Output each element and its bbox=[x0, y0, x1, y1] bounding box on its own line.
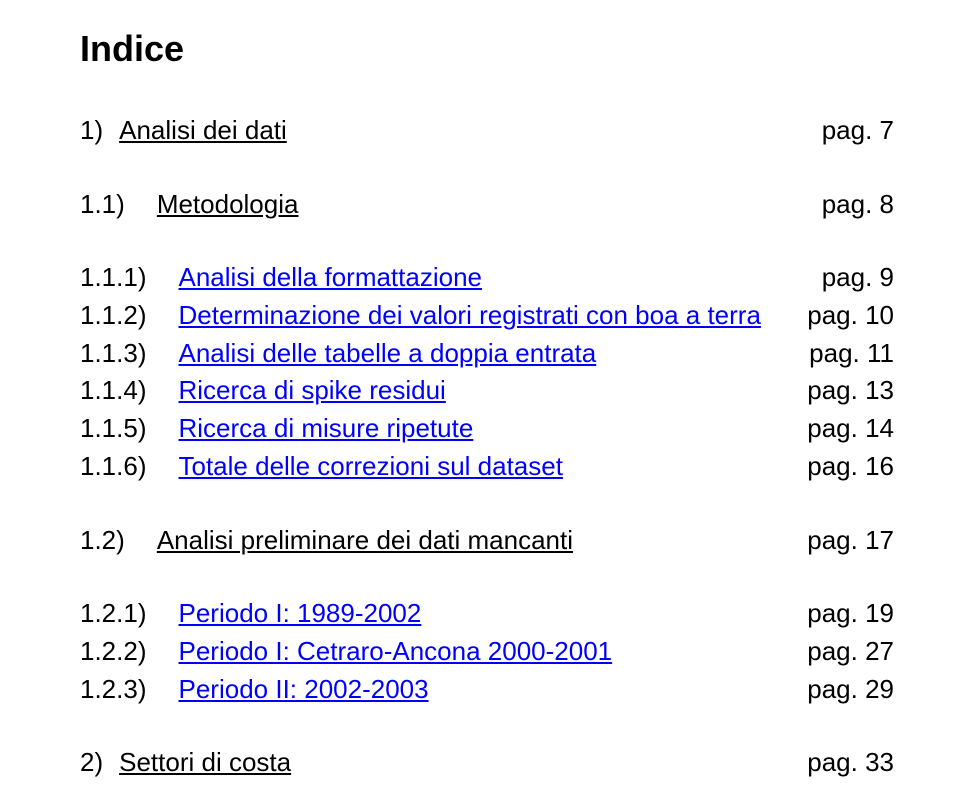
toc-number: 2) bbox=[80, 744, 103, 782]
toc-page-number: pag. 33 bbox=[786, 744, 894, 782]
toc-row[interactable]: 1.1.4) Ricerca di spike residuipag. 13 bbox=[80, 372, 894, 410]
toc-label[interactable]: Periodo I: 1989-2002 bbox=[179, 595, 787, 633]
toc-number: 1.1.1) bbox=[80, 259, 147, 297]
toc-page-number: pag. 10 bbox=[786, 297, 894, 335]
toc-number: 1.1.3) bbox=[80, 335, 147, 373]
toc-row[interactable]: 1.1.2) Determinazione dei valori registra… bbox=[80, 297, 894, 335]
toc-label[interactable]: Ricerca di spike residui bbox=[179, 372, 787, 410]
toc-label: Metodologia bbox=[157, 186, 786, 224]
toc-page-number: pag. 9 bbox=[786, 259, 894, 297]
toc-number: 1) bbox=[80, 112, 103, 150]
toc-row: 1.1) Metodologiapag. 8 bbox=[80, 186, 894, 224]
toc-label[interactable]: Determinazione dei valori registrati con… bbox=[179, 297, 787, 335]
toc-spacer bbox=[80, 486, 894, 522]
toc-spacer bbox=[80, 150, 894, 186]
toc-label: Settori di costa bbox=[119, 744, 786, 782]
toc-row[interactable]: 1.2.3) Periodo II: 2002-2003pag. 29 bbox=[80, 671, 894, 709]
toc-page-number: pag. 7 bbox=[786, 112, 894, 150]
toc-row[interactable]: 1.1.6) Totale delle correzioni sul datase… bbox=[80, 448, 894, 486]
toc-label[interactable]: Totale delle correzioni sul dataset bbox=[179, 448, 787, 486]
toc-number: 1.1.6) bbox=[80, 448, 147, 486]
toc-number: 1.1.4) bbox=[80, 372, 147, 410]
toc-page-number: pag. 14 bbox=[786, 410, 894, 448]
toc-label[interactable]: Ricerca di misure ripetute bbox=[179, 410, 787, 448]
toc-label: Analisi dei dati bbox=[119, 112, 786, 150]
toc-row[interactable]: 1.2.1) Periodo I: 1989-2002pag. 19 bbox=[80, 595, 894, 633]
toc-label[interactable]: Periodo I: Cetraro-Ancona 2000-2001 bbox=[179, 633, 787, 671]
toc-row[interactable]: 1.1.1) Analisi della formattazionepag. 9 bbox=[80, 259, 894, 297]
toc-page-number: pag. 13 bbox=[786, 372, 894, 410]
toc-number: 1.1) bbox=[80, 186, 125, 224]
toc-page: Indice 1) Analisi dei datipag. 7 1.1) Metod… bbox=[0, 0, 960, 790]
toc-label: Analisi preliminare dei dati mancanti bbox=[157, 522, 786, 560]
toc-page-number: pag. 8 bbox=[786, 186, 894, 224]
toc-spacer bbox=[80, 559, 894, 595]
toc-page-number: pag. 19 bbox=[786, 595, 894, 633]
toc-number: 1.2.3) bbox=[80, 671, 147, 709]
toc-label[interactable]: Analisi della formattazione bbox=[179, 259, 787, 297]
toc-row[interactable]: 1.2.2) Periodo I: Cetraro-Ancona 2000-200… bbox=[80, 633, 894, 671]
toc-number: 1.2.1) bbox=[80, 595, 147, 633]
toc-page-number: pag. 17 bbox=[786, 522, 894, 560]
toc-number: 1.2) bbox=[80, 522, 125, 560]
toc-row: 1.2) Analisi preliminare dei dati mancant… bbox=[80, 522, 894, 560]
toc-row[interactable]: 1.1.3) Analisi delle tabelle a doppia ent… bbox=[80, 335, 894, 373]
toc-number: 1.1.2) bbox=[80, 297, 147, 335]
toc-page-number: pag. 11 bbox=[786, 335, 894, 373]
toc-spacer bbox=[80, 223, 894, 259]
page-title: Indice bbox=[80, 28, 894, 70]
toc-body: 1)Analisi dei datipag. 71.1)Metodologiap… bbox=[80, 112, 894, 782]
toc-spacer bbox=[80, 708, 894, 744]
toc-number: 1.1.5) bbox=[80, 410, 147, 448]
toc-row: 2) Settori di costapag. 33 bbox=[80, 744, 894, 782]
toc-row: 1) Analisi dei datipag. 7 bbox=[80, 112, 894, 150]
toc-page-number: pag. 16 bbox=[786, 448, 894, 486]
toc-page-number: pag. 27 bbox=[786, 633, 894, 671]
toc-row[interactable]: 1.1.5) Ricerca di misure ripetutepag. 14 bbox=[80, 410, 894, 448]
toc-label[interactable]: Periodo II: 2002-2003 bbox=[179, 671, 787, 709]
toc-number: 1.2.2) bbox=[80, 633, 147, 671]
toc-label[interactable]: Analisi delle tabelle a doppia entrata bbox=[179, 335, 787, 373]
toc-page-number: pag. 29 bbox=[786, 671, 894, 709]
